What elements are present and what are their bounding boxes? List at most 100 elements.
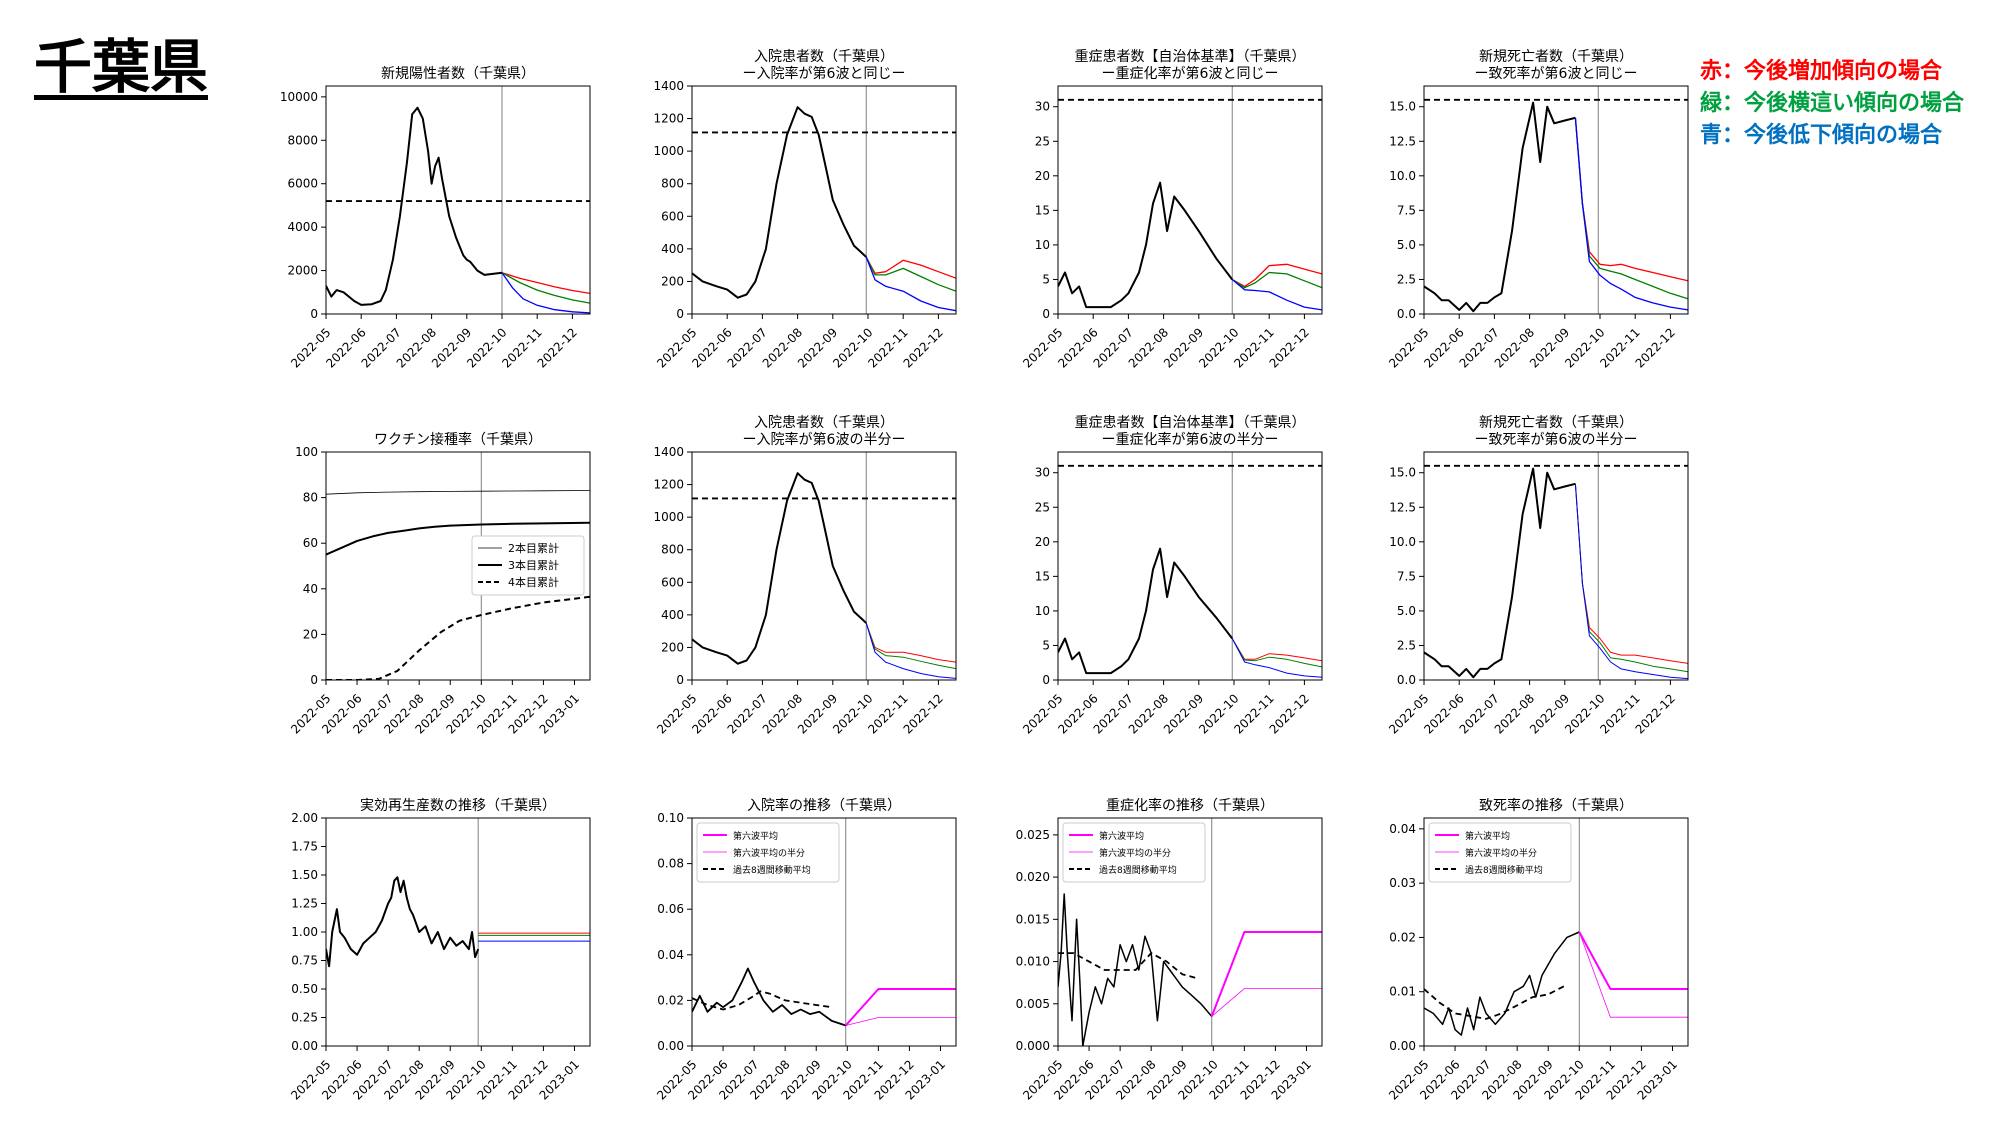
y-tick-label: 8000: [287, 133, 318, 147]
y-tick-label: 80: [303, 491, 318, 505]
series-line: [865, 622, 956, 663]
axes-frame: [1057, 85, 1323, 315]
series-line: [1210, 931, 1322, 1017]
axes-frame: [325, 451, 591, 681]
y-tick-label: 0: [676, 673, 684, 687]
chart-title: 新規死亡者数（千葉県）: [1479, 49, 1633, 65]
plot-area: [1424, 452, 1688, 680]
y-tick-label: 12.5: [1389, 500, 1416, 514]
y-tick-label: 0.04: [1389, 822, 1416, 836]
legend-note-increase: 赤：今後増加傾向の場合: [1700, 59, 1943, 84]
chart-hosp_half: 入院患者数（千葉県）ー入院率が第6波の半分ー 0 200 400 600 800 1000 1…: [653, 415, 957, 737]
legend-label: 3本目累計: [508, 558, 559, 572]
y-tick-label: 2.00: [291, 811, 318, 825]
legend-box: [471, 535, 585, 596]
chart-vaccine: ワクチン接種率（千葉県）0204060801002022-052022-0620…: [288, 431, 591, 737]
y-tick-label: 0.010: [1016, 955, 1050, 969]
series-line: [1574, 117, 1688, 300]
y-tick-label: 12.5: [1389, 134, 1416, 148]
series-line: [1058, 952, 1199, 980]
legend-label: 第六波平均の半分: [1465, 847, 1537, 859]
chart-title: ー致死率が第6波の半分ー: [1475, 431, 1638, 448]
y-tick-label: 15: [1035, 569, 1050, 583]
y-tick-label: 0.03: [1389, 876, 1416, 890]
y-tick-label: 1.25: [291, 897, 318, 911]
legend-label: 第六波平均の半分: [733, 847, 805, 859]
y-tick-label: 0.25: [291, 1011, 318, 1025]
series-line: [1424, 467, 1576, 679]
legend-label: 2本目累計: [508, 541, 559, 555]
series-line: [1231, 263, 1322, 288]
legend-note-decrease: 青：今後低下傾向の場合: [1700, 123, 1943, 148]
legend-label: 過去8週間移動平均: [1099, 864, 1177, 876]
chart-title: ー致死率が第6波と同じー: [1475, 65, 1638, 82]
y-tick-label: 0.08: [657, 857, 684, 871]
legend-note-flat: 緑：今後横這い傾向の場合: [1700, 91, 1965, 116]
y-tick-label: 0.0: [1397, 307, 1416, 321]
y-tick-label: 15.0: [1389, 100, 1416, 114]
y-tick-label: 0: [1042, 673, 1050, 687]
y-tick-label: 1.75: [291, 840, 318, 854]
y-tick-label: 5.0: [1397, 604, 1416, 618]
chart-severe_half: 重症患者数【自治体基準】（千葉県）ー重症化率が第6波の半分ー 0 5 10 15 20 25…: [1020, 414, 1323, 737]
series-line: [501, 272, 590, 295]
legend-label: 第六波平均: [1099, 830, 1144, 842]
y-tick-label: 0: [676, 307, 684, 321]
series-line: [865, 256, 956, 279]
legend-label: 過去8週間移動平均: [1465, 864, 1543, 876]
plot-area: [1058, 818, 1322, 1046]
chart-death_rate: 致死率の推移（千葉県）0.000.010.020.030.042022-0520…: [1386, 797, 1689, 1103]
chart-title: ー入院率が第6波の半分ー: [743, 431, 906, 448]
y-tick-label: 40: [303, 582, 318, 596]
series-line: [692, 990, 832, 1011]
y-tick-label: 25: [1035, 500, 1050, 514]
y-tick-label: 0.00: [291, 1039, 318, 1053]
legend-label: 4本目累計: [508, 575, 559, 589]
y-tick-label: 10.0: [1389, 535, 1416, 549]
chart-cases: 新規陽性者数（千葉県）02000400060008000100002022-05…: [280, 66, 591, 371]
y-tick-label: 15: [1035, 203, 1050, 217]
y-tick-label: 1000: [653, 144, 684, 158]
series-line: [865, 256, 956, 292]
y-tick-label: 0.000: [1016, 1039, 1050, 1053]
legend-label: 過去8週間移動平均: [733, 864, 811, 876]
series-line: [326, 876, 480, 968]
series-line: [1574, 483, 1688, 673]
y-tick-label: 0.00: [1389, 1039, 1416, 1053]
axes-frame: [691, 85, 957, 315]
y-tick-label: 0.01: [1389, 985, 1416, 999]
y-tick-label: 4000: [287, 220, 318, 234]
y-tick-label: 20: [1035, 169, 1050, 183]
y-tick-label: 1400: [653, 445, 684, 459]
plot-area: [326, 86, 590, 314]
y-tick-label: 20: [1035, 535, 1050, 549]
legend-label: 第六波平均の半分: [1099, 847, 1171, 859]
y-tick-label: 5: [1042, 272, 1050, 286]
chart-deaths_half: 新規死亡者数（千葉県）ー致死率が第6波の半分ー 0.0 2.5 5.0 7.5 10.0 1…: [1386, 415, 1689, 737]
chart-title: 入院率の推移（千葉県）: [747, 797, 901, 814]
axes-frame: [1423, 451, 1689, 681]
chart-title: ー重症化率が第6波の半分ー: [1102, 431, 1279, 448]
y-tick-label: 200: [661, 274, 684, 288]
axes-frame: [1423, 817, 1689, 1047]
plot-area: [692, 452, 956, 680]
chart-title: 致死率の推移（千葉県）: [1479, 797, 1633, 814]
chart-severe_same: 重症患者数【自治体基準】（千葉県）ー重症化率が第6波と同じー 0 5 10 15 20 25…: [1020, 48, 1323, 371]
chart-title: 重症化率の推移（千葉県）: [1106, 797, 1274, 814]
series-line: [1574, 117, 1688, 282]
chart-title: 重症患者数【自治体基準】（千葉県）: [1075, 414, 1306, 431]
series-line: [501, 272, 590, 304]
series-line: [1424, 985, 1565, 1020]
y-tick-label: 800: [661, 543, 684, 557]
y-tick-label: 10: [1035, 238, 1050, 252]
plot-area: [1058, 86, 1322, 314]
y-tick-label: 200: [661, 640, 684, 654]
y-tick-label: 0.02: [657, 993, 684, 1007]
chart-title: 新規陽性者数（千葉県）: [381, 66, 535, 82]
series-line: [1424, 931, 1580, 1036]
axes-frame: [1057, 451, 1323, 681]
y-tick-label: 10.0: [1389, 169, 1416, 183]
series-line: [865, 622, 956, 679]
